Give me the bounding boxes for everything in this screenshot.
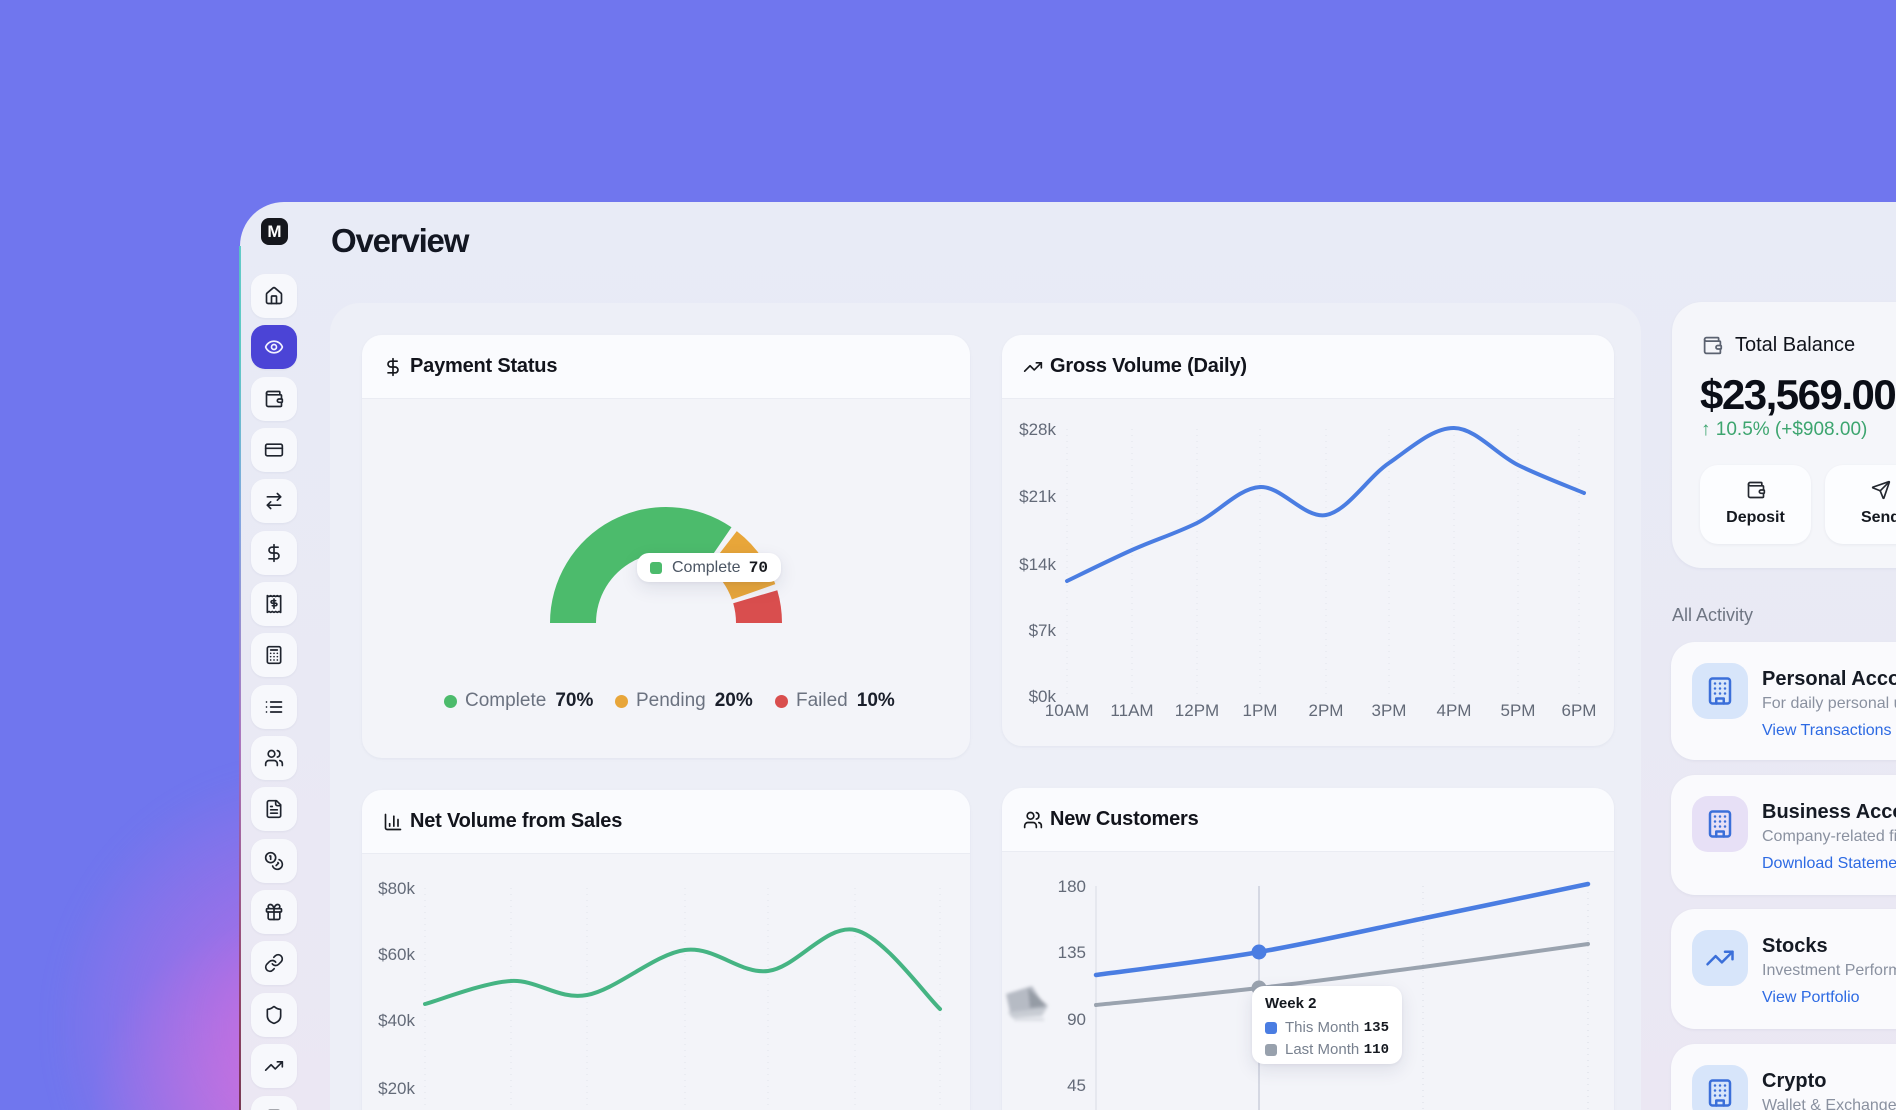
svg-text:$80k: $80k [378, 879, 415, 898]
svg-text:45: 45 [1067, 1076, 1086, 1095]
svg-text:11AM: 11AM [1110, 701, 1153, 720]
svg-text:5PM: 5PM [1501, 701, 1536, 720]
svg-text:3PM: 3PM [1372, 701, 1407, 720]
svg-text:2PM: 2PM [1309, 701, 1344, 720]
svg-text:1PM: 1PM [1243, 701, 1278, 720]
svg-text:$0k: $0k [1029, 687, 1057, 706]
svg-text:135: 135 [1058, 943, 1086, 962]
svg-text:$28k: $28k [1019, 420, 1056, 439]
svg-text:12PM: 12PM [1175, 701, 1219, 720]
svg-text:$7k: $7k [1029, 621, 1057, 640]
svg-text:$40k: $40k [378, 1011, 415, 1030]
svg-text:180: 180 [1058, 877, 1086, 896]
svg-text:90: 90 [1067, 1010, 1086, 1029]
svg-text:6PM: 6PM [1562, 701, 1597, 720]
svg-text:$60k: $60k [378, 945, 415, 964]
svg-text:4PM: 4PM [1437, 701, 1472, 720]
svg-text:$21k: $21k [1019, 487, 1056, 506]
svg-text:10AM: 10AM [1045, 701, 1089, 720]
svg-text:$14k: $14k [1019, 555, 1056, 574]
svg-text:$20k: $20k [378, 1079, 415, 1098]
